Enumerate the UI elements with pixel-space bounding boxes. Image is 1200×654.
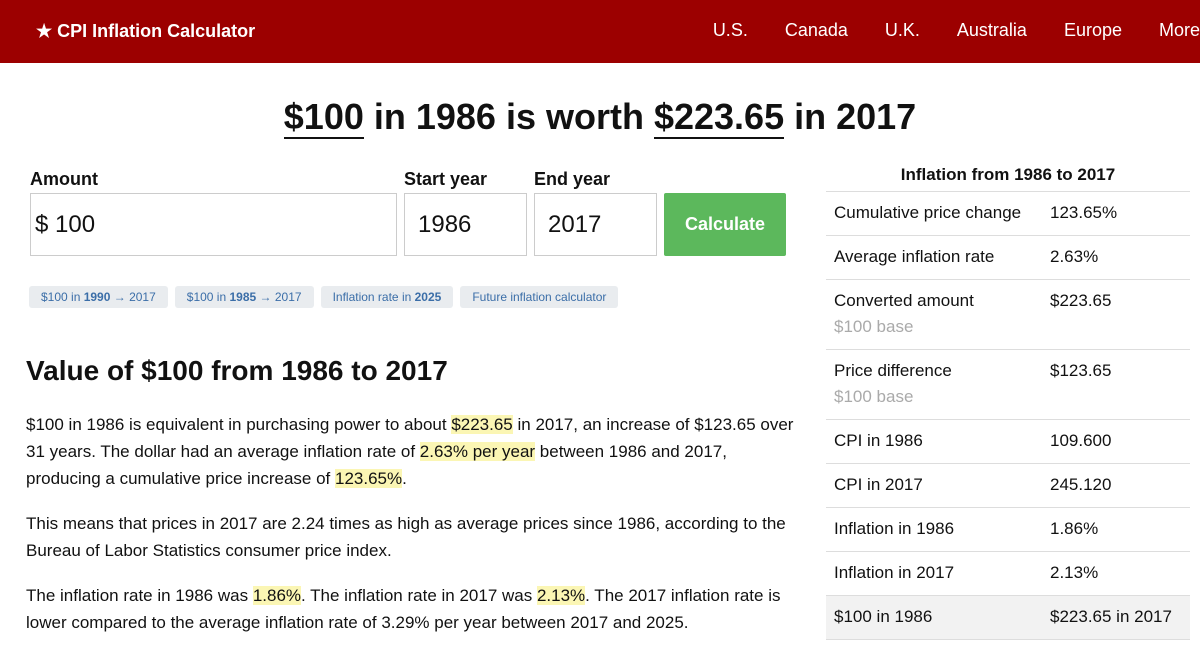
row-value: $123.65 [1050, 361, 1112, 380]
row-label: Price difference [834, 361, 952, 380]
table-row: CPI in 1986 109.600 [826, 420, 1190, 464]
row-label: CPI in 2017 [834, 475, 923, 494]
headline-amount: $100 [283, 96, 364, 139]
chip-text: 1990 [83, 290, 111, 304]
chip-text: 2025 [414, 290, 442, 304]
highlight: 2.63% per year [419, 442, 536, 461]
paragraph: This means that prices in 2017 are 2.24 … [26, 510, 796, 564]
paragraph: The inflation rate in 1986 was 1.86%. Th… [26, 582, 796, 636]
highlight: 123.65% [335, 469, 403, 488]
paragraph-text: This means that prices in 2017 are 2.24 … [26, 514, 786, 560]
paragraph-text: $100 in 1986 is equivalent in purchasing… [26, 415, 452, 434]
table-row: CPI in 2017 245.120 [826, 464, 1190, 508]
row-sublabel: $100 base [834, 387, 914, 406]
row-label-cell: CPI in 1986 [834, 431, 1050, 451]
nav-link[interactable]: U.S. [712, 20, 748, 40]
row-label-cell: Inflation in 2017 [834, 563, 1050, 583]
paragraph-text: The inflation rate in 1986 was [26, 586, 253, 605]
brand[interactable]: ★ CPI Inflation Calculator [36, 21, 256, 41]
nav-link[interactable]: U.K. [884, 20, 920, 40]
nav-link[interactable]: Europe [1063, 20, 1122, 40]
paragraph-text: between 1986 and 2017, producing a cumul… [26, 442, 727, 488]
row-label: $100 in 1986 [834, 607, 933, 626]
row-label: Converted amount [834, 291, 974, 310]
nav-link[interactable]: Canada [784, 20, 848, 40]
page: ★ CPI Inflation Calculator U.S. Canada U.K… [0, 0, 1200, 640]
row-value: 2.63% [1050, 247, 1099, 266]
table-row: Average inflation rate 2.63% [826, 236, 1190, 280]
table-row: $100 in 1986 $223.65 in 2017 [826, 596, 1190, 640]
row-value: 123.65% [1050, 203, 1118, 222]
chip-text: 1985 [229, 290, 257, 304]
row-value: 245.120 [1050, 475, 1112, 494]
highlight: $223.65 [451, 415, 513, 434]
chip-text: $100 in [41, 290, 84, 304]
row-label-cell: Average inflation rate [834, 247, 1050, 267]
table-title: Inflation from 1986 to 2017 [826, 160, 1190, 192]
table-row: Cumulative price change 123.65% [826, 192, 1190, 236]
paragraph-text: . [402, 469, 407, 488]
nav-link[interactable]: More [1158, 20, 1200, 40]
row-label: CPI in 1986 [834, 431, 923, 450]
table-row: Converted amount $100 base $223.65 [826, 280, 1190, 350]
nav-link[interactable]: Australia [956, 20, 1027, 40]
row-value: $223.65 in 2017 [1050, 607, 1172, 626]
end-input[interactable]: 2017 [534, 193, 657, 256]
paragraph-text: in 2017, an increase of $123.65 over 31 … [26, 415, 794, 461]
paragraph-text: . The 2017 inflation rate is lower compa… [26, 586, 781, 632]
chips: $100 in 1990 → 2017 $100 in 1985 → 2017 In… [29, 286, 619, 308]
paragraphs: $100 in 1986 is equivalent in purchasing… [26, 411, 796, 654]
highlight: 1.86% [252, 586, 302, 605]
chip[interactable]: Inflation rate in 2025 [320, 286, 454, 308]
summary-table: Inflation from 1986 to 2017 Cumulative p… [826, 160, 1190, 640]
row-label: Inflation in 1986 [834, 519, 955, 538]
chip-text: → 2017 [256, 290, 302, 304]
headline-amount: $223.65 [653, 96, 785, 139]
paragraph: $100 in 1986 is equivalent in purchasing… [26, 411, 796, 492]
row-label-cell: Cumulative price change [834, 203, 1050, 223]
row-value: 2.13% [1050, 563, 1099, 582]
row-label-cell: Converted amount $100 base [834, 291, 1050, 337]
row-label: Cumulative price change [834, 203, 1022, 222]
nav-bar: ★ CPI Inflation Calculator U.S. Canada U.K… [0, 0, 1200, 63]
section-title: Value of $100 from 1986 to 2017 [26, 355, 448, 386]
amount-value: 100 [55, 211, 96, 238]
table-row: Inflation in 2017 2.13% [826, 552, 1190, 596]
row-label-cell: Inflation in 1986 [834, 519, 1050, 539]
table-row: Inflation in 1986 1.86% [826, 508, 1190, 552]
row-label-cell: $100 in 1986 [834, 607, 1050, 627]
chip-text: Inflation rate in [332, 290, 415, 304]
chip-text: → 2017 [110, 290, 156, 304]
paragraph-text: . The inflation rate in 2017 was [301, 586, 537, 605]
row-label: Inflation in 2017 [834, 563, 955, 582]
row-value: $223.65 [1050, 291, 1112, 310]
row-value: 1.86% [1050, 519, 1099, 538]
amount-label: Amount [30, 169, 98, 189]
highlight: 2.13% [536, 586, 586, 605]
amount-input[interactable]: $ 100 [30, 193, 397, 256]
row-sublabel: $100 base [834, 317, 914, 336]
row-label: Average inflation rate [834, 247, 995, 266]
chip[interactable]: $100 in 1990 → 2017 [29, 286, 168, 308]
headline: $100 in 1986 is worth $223.65 in 2017 [0, 96, 1200, 139]
row-label-cell: Price difference $100 base [834, 361, 1050, 407]
start-input[interactable]: 1986 [404, 193, 527, 256]
calculate-button[interactable]: Calculate [664, 193, 786, 256]
currency: $ [35, 211, 49, 238]
table-row: Price difference $100 base $123.65 [826, 350, 1190, 420]
nav-links: U.S. Canada U.K. Australia Europe More [676, 20, 1200, 41]
row-label-cell: CPI in 2017 [834, 475, 1050, 495]
headline-text: in 2017 [784, 96, 917, 137]
end-label: End year [534, 169, 611, 189]
start-label: Start year [404, 169, 488, 189]
row-value: 109.600 [1050, 431, 1112, 450]
chip[interactable]: Future inflation calculator [460, 286, 619, 308]
chip-text: $100 in [186, 290, 230, 304]
chip[interactable]: $100 in 1985 → 2017 [174, 286, 314, 308]
headline-text: in 1986 is worth [363, 96, 654, 137]
chip-text: Future inflation calculator [472, 290, 607, 304]
